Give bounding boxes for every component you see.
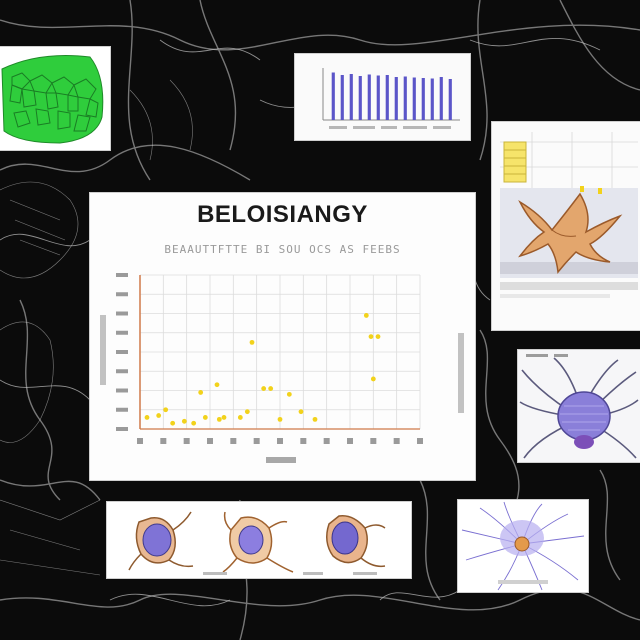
y-tick-mark [116, 350, 128, 354]
y-tick-mark [116, 292, 128, 297]
bar [367, 74, 371, 120]
bar [340, 75, 344, 120]
scatter-point [181, 418, 187, 424]
anatomy-strip-card [107, 502, 411, 578]
tissue-image-card [0, 47, 110, 150]
bar [394, 77, 398, 120]
bar [358, 76, 362, 120]
scatter-point [163, 407, 169, 413]
chart-grid [139, 274, 421, 430]
chart-subtitle: BEAAUTTFTTE BI SOU OCS AS FEEBS [164, 243, 401, 256]
anatomy-chart-card [492, 122, 640, 330]
scatter-point [221, 415, 227, 420]
scatter-points [144, 313, 381, 426]
scatter-point [370, 376, 376, 382]
spider-anatomy-icon [518, 350, 640, 462]
y-axis-ticks [116, 273, 128, 431]
scatter-point [298, 409, 304, 415]
chart-title: BELOISIANGY [197, 201, 368, 228]
bar [331, 72, 335, 120]
y-tick-mark [116, 369, 128, 374]
scatter-point [368, 334, 374, 339]
bar-chart-card [295, 54, 470, 140]
x-tick-mark [207, 438, 213, 444]
y-tick-mark [116, 330, 128, 335]
x-tick-mark [323, 438, 330, 444]
bar [403, 76, 407, 120]
scatter-point [261, 386, 267, 391]
y-tick-mark [116, 388, 128, 393]
scatter-plot [100, 273, 464, 463]
bar [385, 75, 389, 120]
bar [412, 77, 416, 120]
scatter-point [214, 382, 220, 388]
x-tick-mark [277, 438, 283, 444]
cell-tissue-icon [0, 47, 110, 150]
organ-icon [492, 122, 640, 330]
x-tick-mark [183, 438, 190, 444]
scatter-point [144, 415, 150, 420]
bar [421, 78, 425, 120]
neuron-icon [107, 502, 411, 578]
neuron-diagram-card [458, 500, 588, 592]
scatter-point [268, 386, 274, 391]
bar [376, 75, 380, 120]
spider-anatomy-card [518, 350, 640, 462]
bar [349, 74, 353, 120]
scatter-point [277, 416, 283, 422]
right-label-block [458, 333, 464, 413]
scatter-point [363, 313, 369, 318]
x-tick-mark [417, 438, 423, 444]
x-tick-mark [137, 438, 143, 444]
x-tick-mark [253, 438, 260, 444]
bar [448, 79, 452, 120]
neuron-diagram [458, 500, 588, 592]
scatter-point [156, 413, 162, 418]
y-tick-mark [116, 407, 128, 412]
scatter-point [237, 415, 243, 420]
y-axis-label-block [100, 315, 106, 385]
scatter-point [286, 391, 292, 397]
x-axis-ticks [137, 438, 423, 444]
x-tick-mark [347, 438, 353, 444]
main-chart-card: BELOISIANGY BEAAUTTFTTE BI SOU OCS AS FE… [90, 193, 475, 480]
y-tick-mark [116, 311, 128, 316]
x-tick-mark [160, 438, 167, 444]
scatter-point [312, 416, 318, 422]
scatter-point [191, 420, 197, 426]
scatter-point [249, 339, 255, 345]
scatter-point [216, 416, 222, 422]
x-tick-mark [393, 438, 400, 444]
scatter-point [244, 409, 250, 415]
bar [439, 77, 443, 120]
bar-chart [295, 54, 470, 140]
x-tick-mark [370, 438, 377, 444]
x-axis-label-block [266, 457, 296, 463]
scatter-point [375, 334, 381, 339]
scatter-point [198, 390, 204, 395]
scatter-point [202, 415, 208, 420]
y-tick-mark [116, 427, 128, 431]
scatter-point [170, 420, 176, 426]
x-tick-mark [230, 438, 237, 444]
bar [430, 78, 434, 120]
x-tick-mark [300, 438, 307, 444]
y-tick-mark [116, 273, 128, 277]
